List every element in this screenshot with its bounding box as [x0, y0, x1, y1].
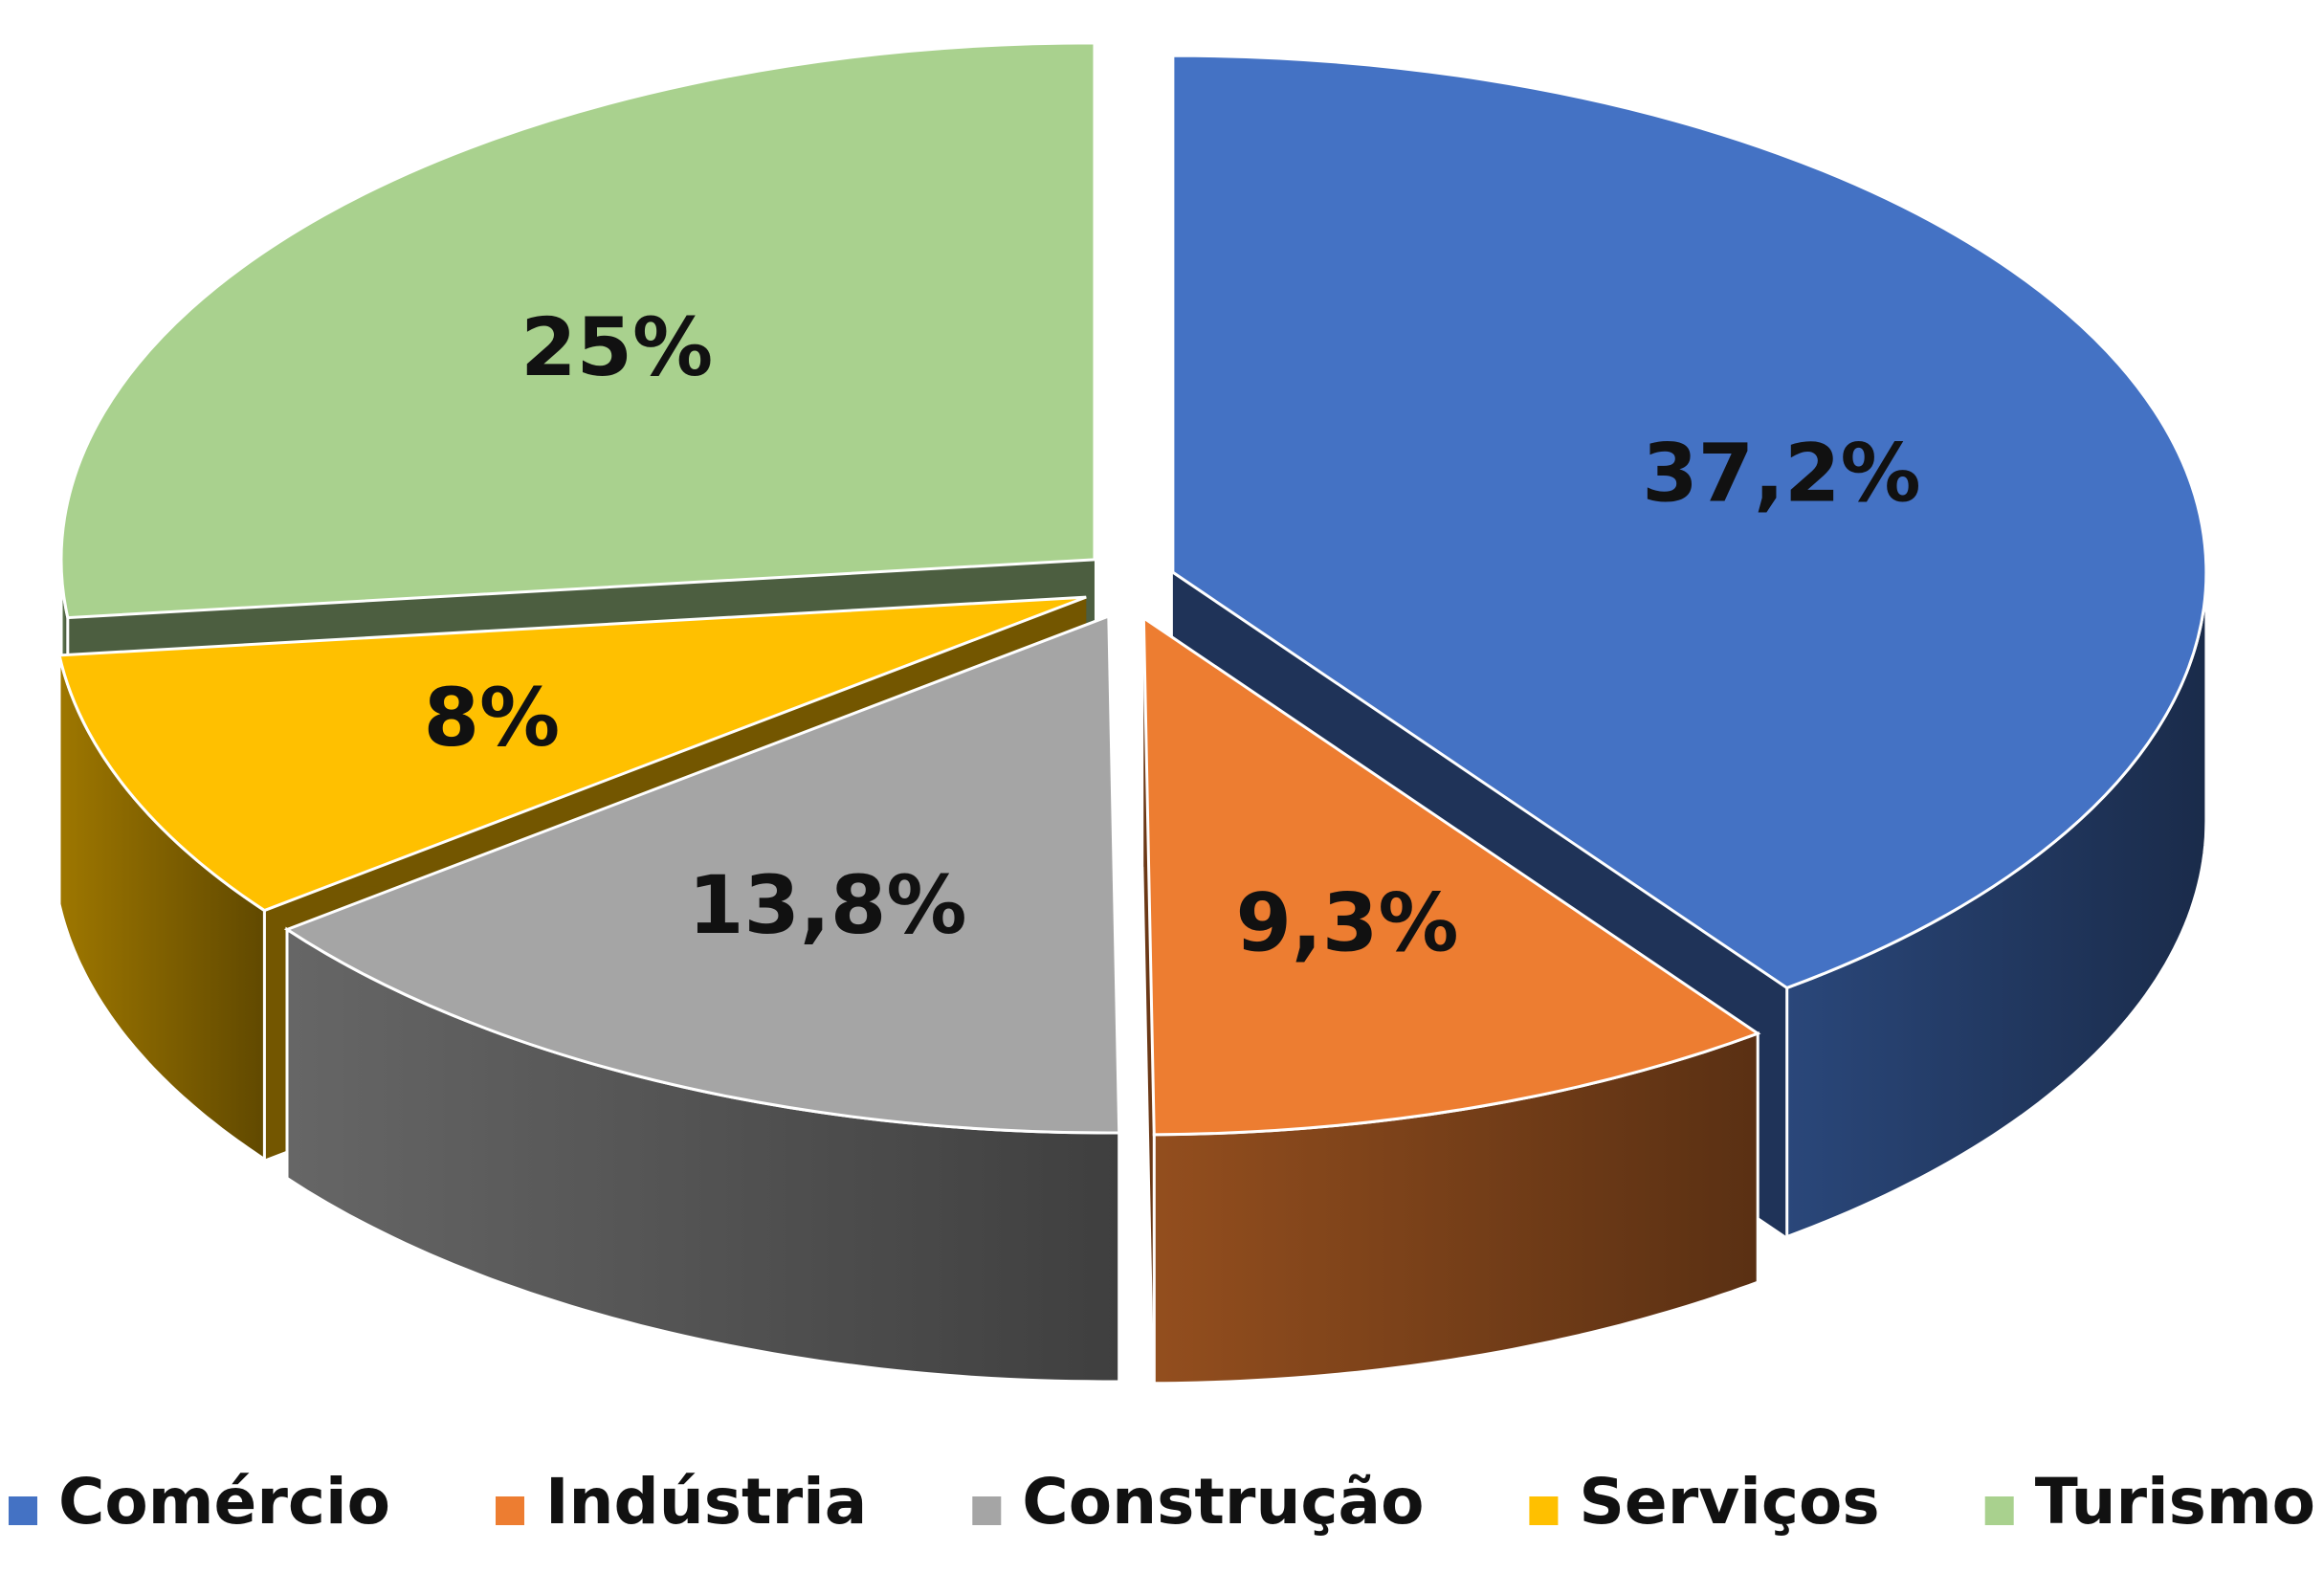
data-label-industria: 9,3% — [1236, 875, 1459, 969]
legend-label-turismo: Turismo — [2035, 1465, 2315, 1539]
legend-swatch-turismo — [1984, 1496, 2014, 1525]
data-label-comercio: 37,2% — [1642, 426, 1920, 520]
legend-swatch-servicos — [1529, 1496, 1559, 1525]
legend-label-comercio: Comércio — [58, 1465, 390, 1539]
slice-top-industria — [1141, 614, 1761, 1137]
data-label-servicos: 8% — [424, 671, 561, 764]
legend-label-servicos: Serviços — [1579, 1465, 1879, 1539]
slice-top-comercio — [1171, 54, 2208, 990]
legend-label-construcao: Construção — [1022, 1465, 1424, 1539]
slice-top-construcao — [283, 613, 1121, 1135]
data-labels: 37,2% 9,3% 13,8% 8% 25% — [424, 300, 1921, 970]
legend-item-industria: Indústria — [496, 1465, 867, 1539]
legend-item-servicos: Serviços — [1529, 1465, 1880, 1539]
legend-swatch-industria — [496, 1496, 524, 1525]
legend-item-construcao: Construção — [972, 1465, 1424, 1539]
legend-item-comercio: Comércio — [9, 1465, 390, 1539]
slice-industria — [1141, 614, 1761, 1385]
legend: Comércio Indústria Construção Serviços Turis… — [9, 1465, 2315, 1539]
data-label-turismo: 25% — [520, 300, 713, 394]
slice-top-servicos — [57, 595, 1087, 913]
slice-top-turismo — [59, 41, 1096, 620]
legend-label-industria: Indústria — [545, 1465, 867, 1539]
slice-construcao — [283, 613, 1121, 1384]
pie-slices — [57, 41, 2208, 1385]
legend-swatch-comercio — [9, 1496, 37, 1525]
legend-swatch-construcao — [972, 1496, 1002, 1525]
data-label-construcao: 13,8% — [688, 858, 966, 952]
legend-item-turismo: Turismo — [1984, 1465, 2315, 1539]
